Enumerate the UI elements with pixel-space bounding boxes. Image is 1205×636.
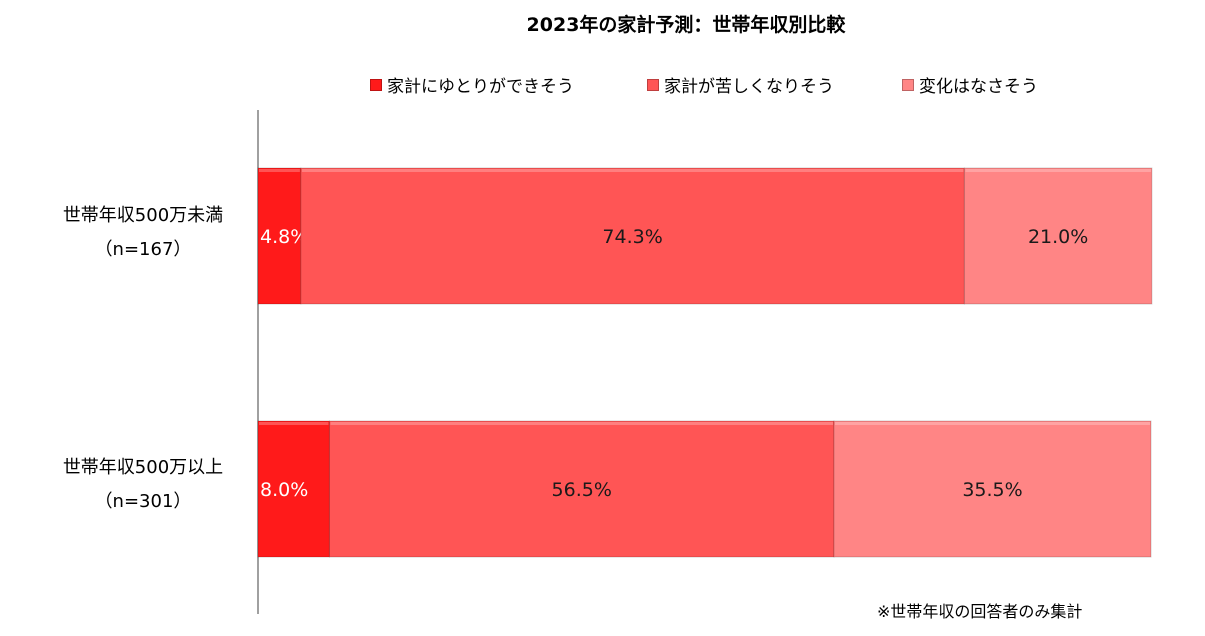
bar-highlight-under-5m-kurushii <box>301 169 964 172</box>
category-label-under-5m-line2: （n=167） <box>94 239 192 260</box>
bars-group: 4.8% 74.3% 21.0% 8.0% 56.5% 35.5% <box>257 167 1153 558</box>
data-label-over-5m-yutori: 8.0% <box>260 479 308 501</box>
bar-highlight-over-5m-yutori <box>259 422 329 425</box>
chart-title: 2023年の家計予測：世帯年収別比較 <box>526 14 846 36</box>
category-label-over-5m-line1: 世帯年収500万以上 <box>62 457 224 478</box>
category-label-over-5m: 世帯年収500万以上 （n=301） <box>23 451 263 519</box>
legend-label-henka-nashi: 変化はなさそう <box>919 77 1038 97</box>
data-label-under-5m-henka-nashi: 21.0% <box>1028 226 1088 248</box>
bar-over-5m-yutori <box>257 420 330 558</box>
bar-highlight-over-5m-henka-nashi <box>834 422 1150 425</box>
legend-item-henka-nashi: 変化はなさそう <box>902 72 1038 97</box>
bar-highlight-under-5m-yutori <box>259 169 300 172</box>
legend-item-yutori: 家計にゆとりができそう <box>370 72 574 97</box>
data-label-over-5m-kurushii: 56.5% <box>552 479 612 501</box>
legend-swatch-henka-nashi <box>902 78 914 91</box>
bar-under-5m-henka-nashi <box>963 167 1153 305</box>
category-label-over-5m-line2: （n=301） <box>94 491 192 512</box>
legend-swatch-yutori <box>370 78 382 91</box>
bar-highlight-over-5m-kurushii <box>330 422 833 425</box>
legend-swatch-kurushii <box>647 78 659 91</box>
bar-under-5m-yutori <box>257 167 302 305</box>
bar-over-5m-henka-nashi <box>833 420 1152 558</box>
category-label-under-5m: 世帯年収500万未満 （n=167） <box>23 199 263 267</box>
data-label-over-5m-henka-nashi: 35.5% <box>962 479 1022 501</box>
bar-under-5m-kurushii <box>300 167 965 305</box>
data-label-under-5m-yutori: 4.8% <box>260 226 308 248</box>
legend: 家計にゆとりができそう 家計が苦しくなりそう 変化はなさそう <box>370 72 1090 97</box>
legend-item-kurushii: 家計が苦しくなりそう <box>647 72 834 97</box>
data-label-under-5m-kurushii: 74.3% <box>602 226 662 248</box>
bar-over-5m-kurushii <box>328 420 835 558</box>
category-label-under-5m-line1: 世帯年収500万未満 <box>62 205 224 226</box>
footnote: ※世帯年収の回答者のみ集計 <box>877 602 1083 621</box>
bar-highlight-under-5m-henka-nashi <box>965 169 1151 172</box>
legend-label-yutori: 家計にゆとりができそう <box>387 77 574 97</box>
legend-label-kurushii: 家計が苦しくなりそう <box>664 77 834 97</box>
